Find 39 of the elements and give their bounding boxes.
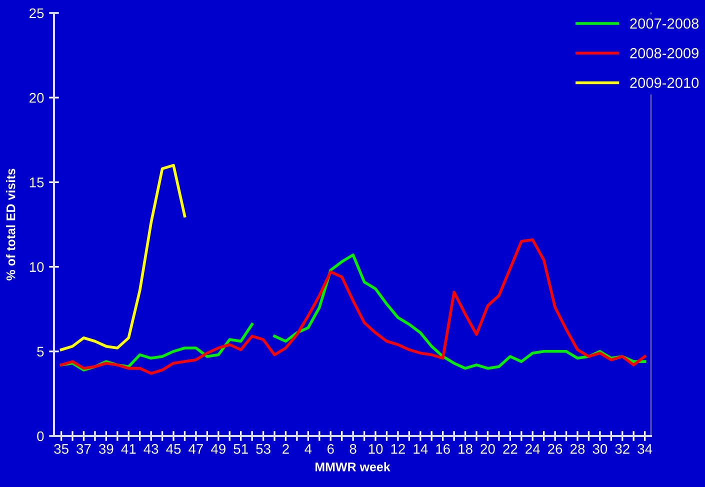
x-tick-label: 53: [256, 444, 270, 454]
line-series: [60, 164, 186, 352]
x-tick-label: 51: [234, 444, 248, 454]
x-tick-label: 45: [166, 444, 181, 454]
x-tick-label: 10: [368, 444, 383, 454]
y-tick-label: 20: [30, 92, 44, 103]
x-axis-title: MMWR week: [315, 462, 390, 472]
legend-label: 2008-2009: [630, 48, 698, 58]
x-tick-label: 12: [391, 444, 405, 454]
x-tick-label: 41: [121, 444, 136, 454]
x-tick-label: 8: [350, 444, 356, 454]
x-tick-label: 39: [98, 444, 114, 454]
y-axis-title: % of total ED visits: [6, 168, 16, 280]
x-tick-label: 20: [480, 444, 495, 454]
x-tick-label: 37: [76, 444, 91, 454]
x-tick-label: 32: [615, 444, 630, 454]
x-tick-label: 4: [304, 444, 312, 454]
y-tick-label: 15: [30, 178, 44, 188]
x-tick-label: 16: [436, 444, 450, 454]
x-tick-label: 26: [548, 444, 562, 454]
x-tick-label: 47: [188, 444, 203, 454]
y-tick-label: 0: [37, 431, 44, 442]
x-tick-label: 35: [54, 444, 68, 454]
x-tick-label: 43: [144, 444, 158, 454]
x-tick-label: 18: [458, 444, 472, 454]
y-tick-label: 10: [30, 262, 44, 272]
x-tick-label: 28: [570, 444, 585, 454]
x-tick-label: 14: [414, 444, 428, 454]
x-tick-label: 6: [327, 444, 334, 454]
y-tick-label: 25: [30, 8, 44, 18]
x-tick-label: 22: [503, 444, 518, 454]
legend-label: 2009-2010: [630, 78, 699, 88]
x-tick-label: 30: [592, 444, 608, 454]
x-tick-label: 34: [638, 444, 652, 454]
x-tick-label: 49: [210, 444, 226, 454]
x-tick-label: 24: [526, 444, 540, 454]
x-tick-label: 2: [282, 444, 289, 454]
y-tick-label: 5: [37, 346, 44, 357]
legend-label: 2007-2008: [630, 18, 699, 29]
